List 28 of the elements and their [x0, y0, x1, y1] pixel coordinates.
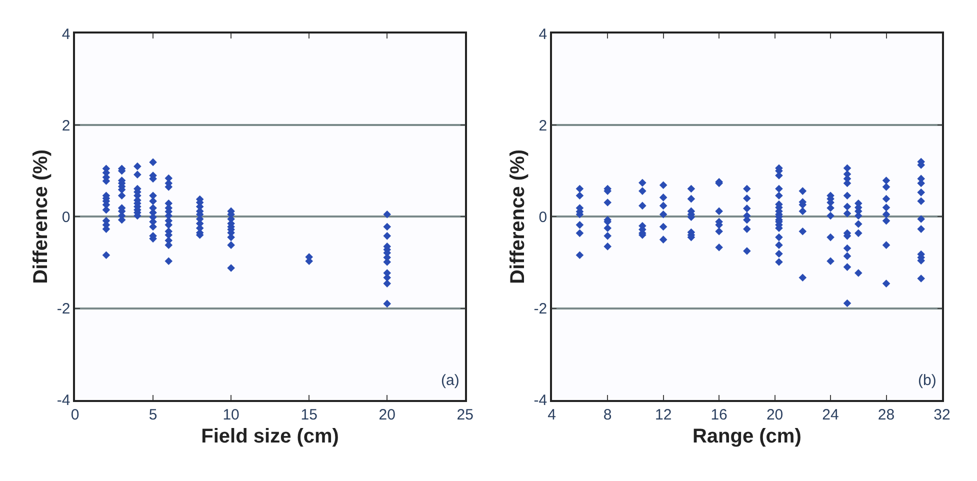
x-tick-label: 8 — [603, 406, 612, 424]
y-tick-label: 0 — [538, 208, 548, 226]
x-tick-label: 25 — [456, 406, 474, 424]
y-tick-label: 2 — [62, 117, 70, 134]
y-tick-label: 4 — [538, 26, 548, 43]
y-tick-label: -2 — [534, 300, 548, 318]
y-axis-title: Difference (%) — [506, 149, 529, 284]
annotation: (a) — [441, 372, 460, 389]
x-axis-title: Field size (cm) — [201, 426, 339, 448]
y-tick-label: -2 — [56, 300, 70, 318]
y-tick-label: 4 — [62, 26, 70, 43]
x-tick-label: 20 — [378, 406, 396, 424]
y-axis-title: Difference (%) — [30, 149, 52, 284]
x-tick-label: 10 — [222, 406, 240, 424]
x-tick-label: 32 — [934, 406, 950, 424]
x-tick-label: 24 — [822, 406, 839, 424]
x-tick-label: 20 — [766, 406, 784, 424]
x-tick-label: 5 — [148, 406, 158, 424]
x-tick-label: 28 — [878, 406, 895, 424]
annotation: (b) — [918, 372, 936, 389]
x-tick-label: 16 — [710, 406, 728, 424]
y-tick-label: -4 — [56, 392, 70, 410]
x-axis-title: Range (cm) — [692, 426, 802, 448]
y-tick-label: 2 — [538, 117, 548, 134]
y-tick-label: -4 — [534, 392, 548, 410]
x-tick-label: 12 — [654, 406, 672, 424]
x-tick-label: 15 — [300, 406, 318, 424]
y-tick-label: 0 — [62, 208, 70, 226]
